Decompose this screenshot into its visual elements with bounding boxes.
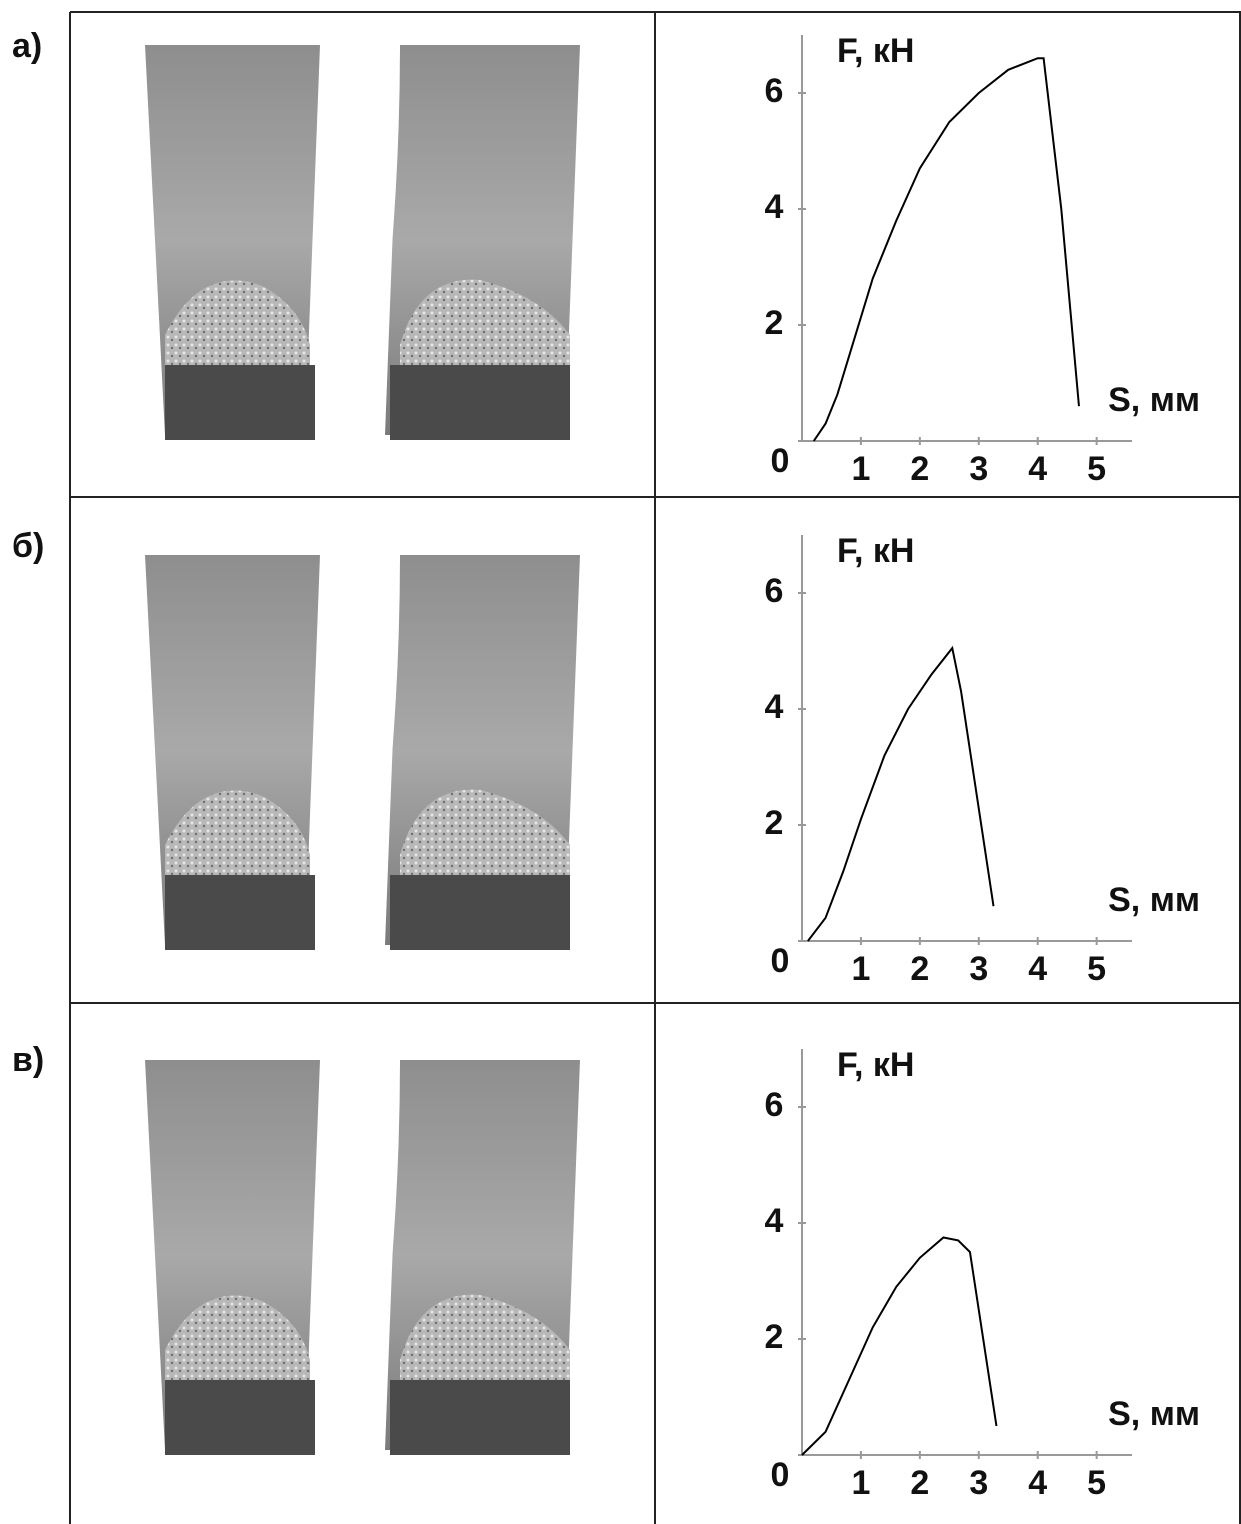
panel-label: а) <box>12 27 42 65</box>
x-tick-label: 4 <box>1028 950 1047 988</box>
force-curve <box>812 57 1080 442</box>
x-axis-label: S, мм <box>1108 881 1200 919</box>
x-tick-label: 1 <box>851 1464 870 1502</box>
x-tick-label: 2 <box>910 950 929 988</box>
x-tick-label: 3 <box>969 450 988 488</box>
y-tick-label: 6 <box>765 572 784 610</box>
y-tick-label: 4 <box>765 1202 784 1240</box>
x-tick-label: 5 <box>1087 1464 1106 1502</box>
x-axis-label: S, мм <box>1108 381 1200 419</box>
origin-label: 0 <box>771 442 790 480</box>
x-axis-label: S, мм <box>1108 1395 1200 1433</box>
origin-label: 0 <box>771 942 790 980</box>
y-tick-label: 6 <box>765 72 784 110</box>
specimen-photo <box>145 1060 580 1455</box>
x-tick-label: 5 <box>1087 450 1106 488</box>
x-tick-label: 2 <box>910 1464 929 1502</box>
x-tick-label: 3 <box>969 950 988 988</box>
x-tick-label: 4 <box>1028 450 1047 488</box>
force-curve <box>801 1236 998 1456</box>
specimen-photo <box>145 555 580 950</box>
y-tick-label: 4 <box>765 688 784 726</box>
y-axis-label: F, кН <box>837 532 914 570</box>
y-axis-label: F, кН <box>837 1046 914 1084</box>
force-curve <box>807 645 995 942</box>
y-tick-label: 2 <box>765 1318 784 1356</box>
origin-label: 0 <box>771 1456 790 1494</box>
y-tick-label: 4 <box>765 188 784 226</box>
panel-frames <box>69 11 1241 1524</box>
panel-label: в) <box>12 1041 44 1079</box>
panel-label: б) <box>12 527 44 565</box>
x-tick-label: 4 <box>1028 1464 1047 1502</box>
specimen-photo <box>145 45 580 440</box>
x-tick-label: 1 <box>851 950 870 988</box>
y-tick-label: 6 <box>765 1086 784 1124</box>
y-axis-label: F, кН <box>837 32 914 70</box>
x-tick-label: 3 <box>969 1464 988 1502</box>
x-tick-label: 5 <box>1087 950 1106 988</box>
y-tick-label: 2 <box>765 804 784 842</box>
x-tick-label: 1 <box>851 450 870 488</box>
x-tick-label: 2 <box>910 450 929 488</box>
y-tick-label: 2 <box>765 304 784 342</box>
